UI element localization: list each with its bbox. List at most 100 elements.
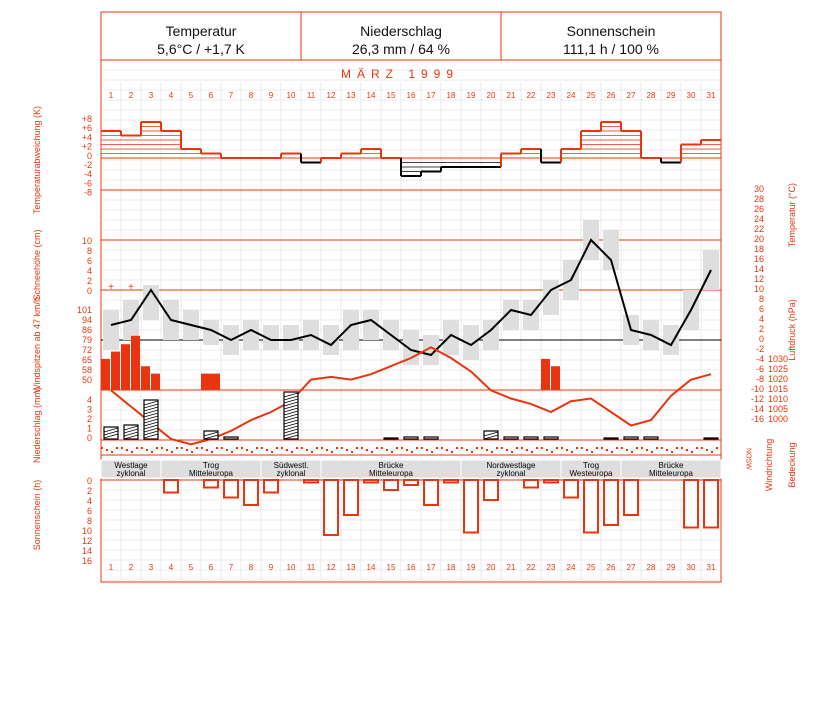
wind-bar	[201, 373, 220, 390]
weather-type-label: zyklonal	[497, 469, 526, 478]
wind-direction-dot	[436, 447, 438, 449]
wind-direction-dot	[266, 449, 268, 451]
wind-bar	[131, 335, 140, 390]
precip-hatch	[283, 401, 299, 407]
wind-direction-dot	[226, 449, 228, 451]
wind-direction-dot	[241, 447, 243, 449]
wind-direction-dot	[691, 451, 693, 453]
wind-direction-dot	[391, 451, 393, 453]
temp-tick: -14	[751, 404, 764, 414]
wind-direction-dot	[216, 447, 218, 449]
day-label-bottom: 3	[149, 563, 154, 572]
wind-direction-dot	[271, 451, 273, 453]
day-label-top: 9	[269, 91, 274, 100]
temp-tick: 20	[754, 234, 764, 244]
wind-tick: 79	[82, 335, 92, 345]
wind-direction-dot	[401, 447, 403, 449]
wind-direction-dot	[426, 449, 428, 451]
day-label-top: 31	[707, 91, 716, 100]
wind-direction-dot	[621, 447, 623, 449]
wind-direction-dot	[341, 447, 343, 449]
wind-direction-dot	[381, 447, 383, 449]
wind-direction-dot	[546, 449, 548, 451]
precip-hatch	[143, 403, 159, 409]
precip-bar	[383, 437, 399, 440]
wind-direction-dot	[326, 449, 328, 451]
sunshine-bar	[403, 479, 419, 486]
temp-tick: 8	[759, 294, 764, 304]
wind-direction-dot	[371, 451, 373, 453]
month-title: MÄRZ 1999	[341, 67, 459, 81]
temp-range-band	[323, 325, 339, 355]
cloud-title: Bedeckung	[787, 442, 797, 487]
precip-bar	[523, 436, 539, 440]
temp-range-band	[143, 285, 159, 320]
temp-dev-tick: -4	[84, 169, 92, 179]
day-label-bottom: 25	[587, 563, 596, 572]
wind-direction-dot	[236, 447, 238, 449]
precip-hatch	[283, 410, 299, 416]
wind-direction-dot	[521, 447, 523, 449]
temp-tick: 18	[754, 244, 764, 254]
temp-tick: 2	[759, 324, 764, 334]
temp-range-band	[363, 310, 379, 340]
sunshine-bar	[703, 479, 719, 529]
precip-hatch	[103, 427, 119, 433]
wind-direction-dot	[506, 449, 508, 451]
temp-tick: 6	[759, 304, 764, 314]
wind-direction-dot	[491, 451, 493, 453]
wind-direction-dot	[306, 449, 308, 451]
day-label-bottom: 31	[707, 563, 716, 572]
precip-hatch	[143, 412, 159, 418]
temp-dev-tick: 0	[87, 151, 92, 161]
precip-hatch	[283, 398, 299, 404]
day-label-top: 17	[427, 91, 436, 100]
weather-type-label: zyklonal	[117, 469, 146, 478]
wind-direction-dot	[706, 449, 708, 451]
precip-tick: 3	[87, 405, 92, 415]
pressure-tick: 1015	[768, 384, 788, 394]
temp-tick: 0	[759, 334, 764, 344]
sunshine-tick: 4	[87, 496, 92, 506]
wind-direction-dot	[551, 451, 553, 453]
temp-range-band	[443, 320, 459, 355]
temp-range-band	[463, 325, 479, 360]
precip-hatch	[283, 407, 299, 413]
sunshine-tick: 8	[87, 516, 92, 526]
temp-range-band	[603, 230, 619, 270]
day-label-bottom: 12	[327, 563, 336, 572]
temp-tick: 10	[754, 284, 764, 294]
day-label-bottom: 7	[229, 563, 234, 572]
wind-bar	[541, 358, 550, 390]
wind-direction-dot	[701, 447, 703, 449]
precip-hatch	[283, 392, 299, 398]
wind-direction-dot	[296, 447, 298, 449]
wind-direction-dot	[171, 451, 173, 453]
wind-direction-dot	[396, 447, 398, 449]
day-label-bottom: 28	[647, 563, 656, 572]
precip-bar	[603, 437, 619, 440]
precip-hatch	[283, 425, 299, 431]
wind-direction-dot	[601, 447, 603, 449]
weather-type-label: Südwestl.	[274, 461, 309, 470]
wind-direction-dot	[481, 447, 483, 449]
day-label-bottom: 13	[347, 563, 356, 572]
wind-tick: 50	[82, 375, 92, 385]
wind-direction-dot	[716, 447, 718, 449]
wind-direction-dot	[451, 451, 453, 453]
precip-hatch	[283, 413, 299, 419]
day-label-top: 24	[567, 91, 576, 100]
wind-direction-dot	[161, 447, 163, 449]
temp-range-band	[663, 325, 679, 355]
precip-hatch	[283, 422, 299, 428]
wind-direction-dot	[106, 449, 108, 451]
precip-hatch	[143, 421, 159, 427]
wind-direction-dot	[101, 447, 103, 449]
day-label-bottom: 29	[667, 563, 676, 572]
precip-hatch	[283, 434, 299, 440]
summary-precipitation-label: Niederschlag	[360, 23, 442, 39]
wind-direction-dot	[351, 451, 353, 453]
temp-range-band	[103, 310, 119, 350]
sunshine-bar	[543, 479, 559, 484]
